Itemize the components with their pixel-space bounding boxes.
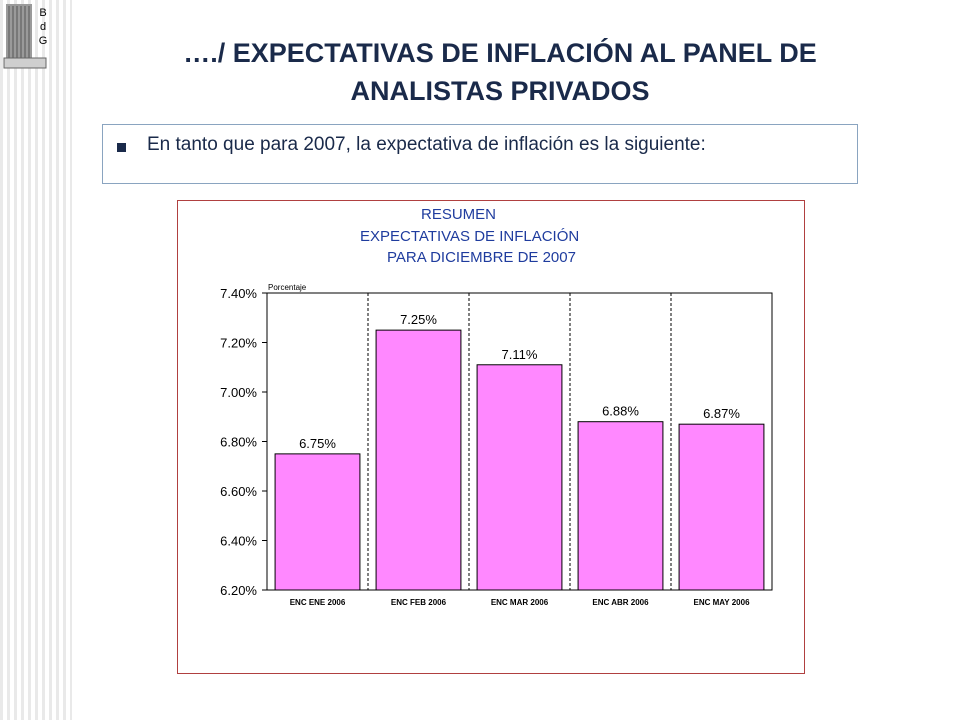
y-tick-label: 7.00% [220,385,257,400]
logo-letter-b: B [39,7,46,19]
bar [375,329,462,591]
bullet-text: En tanto que para 2007, la expectativa d… [147,134,706,155]
bar-value-label: 6.75% [299,436,336,451]
central-bank-logo: B d G [3,4,48,69]
y-tick-label: 7.20% [220,336,257,351]
y-tick-label: 7.40% [220,286,257,301]
chart-title-line-2: EXPECTATIVAS DE INFLACIÓN [360,228,579,245]
category-label: ENC ENE 2006 [290,598,346,607]
y-tick-label: 6.20% [220,583,257,598]
bar [274,453,361,591]
bar [476,364,563,591]
slide-title-line-1: …./ EXPECTATIVAS DE INFLACIÓN AL PANEL D… [183,38,817,68]
inflation-bar-chart: RESUMEN EXPECTATIVAS DE INFLACIÓN PARA D… [220,206,773,607]
y-tick-label: 6.40% [220,534,257,549]
category-label: ENC MAY 2006 [693,598,750,607]
bar [577,421,664,591]
bar-value-label: 6.88% [602,404,639,419]
logo-letter-d: d [40,21,46,33]
chart-title-line-1: RESUMEN [421,206,496,223]
bullet-box: En tanto que para 2007, la expectativa d… [102,124,858,184]
category-label: ENC MAR 2006 [491,598,549,607]
y-axis-label: Porcentaje [268,283,307,292]
bar-value-label: 6.87% [703,406,740,421]
slide-title: …./ EXPECTATIVAS DE INFLACIÓN AL PANEL D… [70,34,930,110]
y-tick-label: 6.80% [220,435,257,450]
bar-value-label: 7.25% [400,312,437,327]
category-label: ENC FEB 2006 [391,598,447,607]
bar-value-label: 7.11% [502,347,538,362]
category-label: ENC ABR 2006 [592,598,649,607]
bar [678,423,765,591]
chart-title-line-3: PARA DICIEMBRE DE 2007 [387,249,576,266]
logo-letter-g: G [39,35,48,47]
slide-title-line-2: ANALISTAS PRIVADOS [350,76,650,106]
y-tick-label: 6.60% [220,484,257,499]
bullet-square-icon [117,143,126,152]
